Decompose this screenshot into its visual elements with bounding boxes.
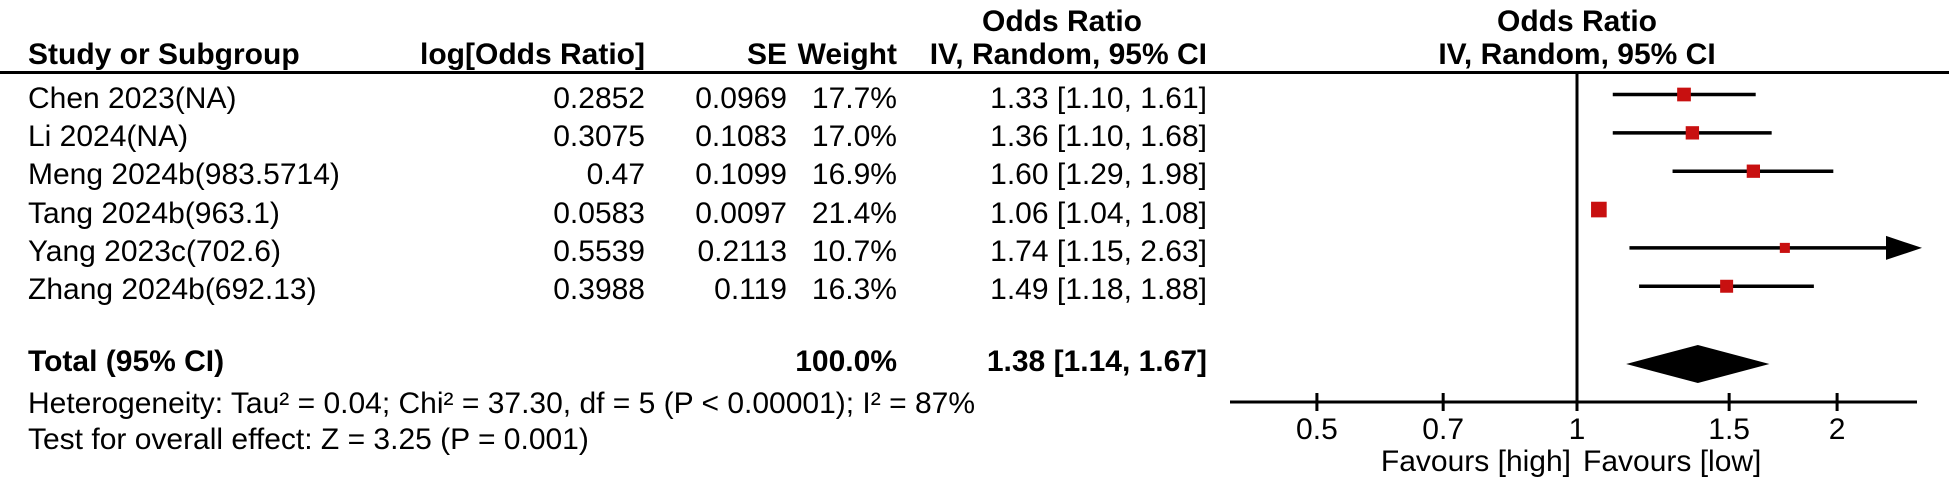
axis-tick-label: 2 (1829, 413, 1846, 446)
cell-study: Zhang 2024b(692.13) (28, 273, 317, 307)
cell-se: 0.1099 (695, 158, 787, 192)
table-row: Chen 2023(NA) 0.2852 0.0969 17.7% 1.33 [1.10… (0, 82, 1949, 116)
header-ci: IV, Random, 95% CI (929, 38, 1207, 71)
overall-effect-text: Test for overall effect: Z = 3.25 (P = 0… (28, 423, 589, 456)
cell-ci: 1.06 [1.04, 1.08] (990, 196, 1207, 230)
cell-weight: 10.7% (811, 234, 897, 268)
axis-tick (1441, 393, 1445, 411)
cell-log_or: 0.3075 (553, 119, 645, 153)
cell-study: Chen 2023(NA) (28, 81, 237, 115)
total-label: Total (95% CI) (28, 345, 225, 378)
header-se: SE (746, 38, 787, 71)
axis-tick (1315, 393, 1319, 411)
cell-se: 0.2113 (697, 234, 787, 268)
header-log-odds-ratio: log[Odds Ratio] (420, 38, 645, 71)
cell-study: Li 2024(NA) (28, 119, 189, 153)
header-separator-line (0, 71, 1949, 74)
cell-ci: 1.60 [1.29, 1.98] (990, 158, 1207, 192)
cell-se: 0.1083 (695, 119, 787, 153)
cell-log_or: 0.2852 (553, 81, 645, 115)
axis-tick (1835, 393, 1839, 411)
odds-ratio-column-title: Odds Ratio (981, 5, 1142, 38)
cell-se: 0.0969 (695, 81, 787, 115)
table-row: Yang 2023c(702.6) 0.5539 0.2113 10.7% 1.74 [… (0, 235, 1949, 269)
cell-weight: 16.3% (811, 273, 897, 307)
plot-subtitle: IV, Random, 95% CI (1438, 38, 1716, 71)
cell-weight: 16.9% (811, 158, 897, 192)
cell-log_or: 0.47 (586, 158, 645, 192)
table-row: Meng 2024b(983.5714) 0.47 0.1099 16.9% 1.60 … (0, 158, 1949, 192)
cell-study: Tang 2024b(963.1) (28, 196, 280, 230)
cell-study: Meng 2024b(983.5714) (28, 158, 340, 192)
header-study-or-subgroup: Study or Subgroup (28, 38, 300, 71)
table-row: Li 2024(NA) 0.3075 0.1083 17.0% 1.36 [1.10, … (0, 120, 1949, 154)
plot-title: Odds Ratio (1496, 5, 1657, 38)
cell-ci: 1.74 [1.15, 2.63] (990, 234, 1207, 268)
cell-weight: 17.0% (811, 119, 897, 153)
cell-se: 0.119 (714, 273, 787, 307)
cell-log_or: 0.5539 (553, 234, 645, 268)
cell-ci: 1.36 [1.10, 1.68] (990, 119, 1207, 153)
table-row: Tang 2024b(963.1) 0.0583 0.0097 21.4% 1.06 [… (0, 197, 1949, 231)
axis-tick (1575, 393, 1579, 411)
cell-log_or: 0.0583 (553, 196, 645, 230)
cell-ci: 1.49 [1.18, 1.88] (990, 273, 1207, 307)
axis-tick-label: 0.7 (1422, 413, 1464, 446)
table-row: Zhang 2024b(692.13) 0.3988 0.119 16.3% 1.49 … (0, 273, 1949, 307)
total-weight: 100.0% (795, 345, 897, 378)
axis-tick-label: 0.5 (1296, 413, 1338, 446)
total-ci: 1.38 [1.14, 1.67] (986, 345, 1207, 378)
cell-ci: 1.33 [1.10, 1.61] (990, 81, 1207, 115)
favours-right-label: Favours [low] (1583, 445, 1761, 478)
axis-tick-label: 1 (1569, 413, 1586, 446)
header-weight: Weight (797, 38, 897, 71)
heterogeneity-text: Heterogeneity: Tau² = 0.04; Chi² = 37.30… (28, 387, 975, 420)
axis-tick-label: 1.5 (1708, 413, 1750, 446)
favours-left-label: Favours [high] (1381, 445, 1571, 478)
cell-weight: 21.4% (811, 196, 897, 230)
cell-se: 0.0097 (695, 196, 787, 230)
total-row: Total (95% CI) 100.0% 1.38 [1.14, 1.67] (0, 345, 1949, 379)
x-axis-line (1230, 400, 1917, 404)
cell-study: Yang 2023c(702.6) (28, 234, 281, 268)
axis-tick (1727, 393, 1731, 411)
cell-weight: 17.7% (811, 81, 897, 115)
cell-log_or: 0.3988 (553, 273, 645, 307)
